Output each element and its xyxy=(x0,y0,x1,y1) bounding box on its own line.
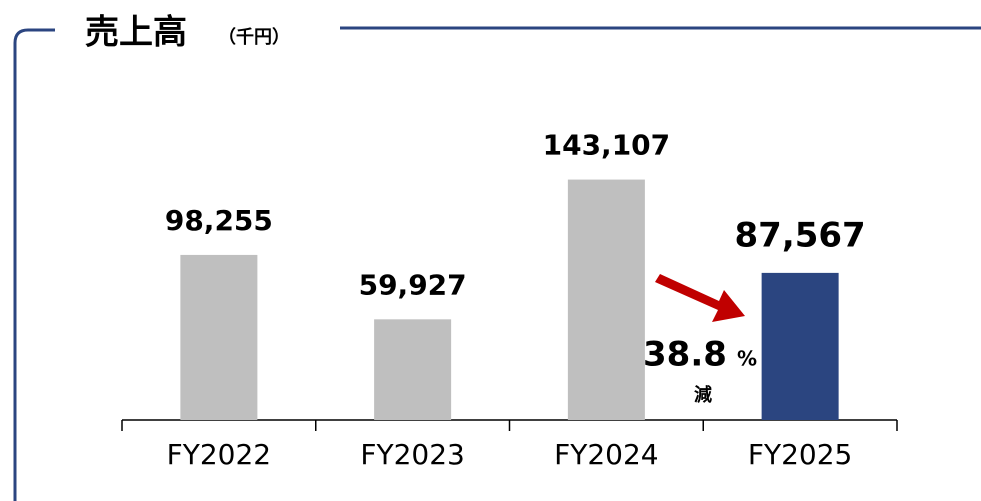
chart-subtitle: （千円） xyxy=(218,27,290,48)
value-label: 143,107 xyxy=(543,129,671,162)
annotation-change: 38.8 xyxy=(643,335,727,375)
value-label: 98,255 xyxy=(165,204,273,237)
frame-left xyxy=(13,28,55,501)
x-tick-label: FY2022 xyxy=(167,438,271,471)
bar xyxy=(761,272,839,420)
bar xyxy=(374,319,452,420)
value-label: 59,927 xyxy=(359,268,467,301)
annotation-text: 減 xyxy=(694,384,712,406)
arrow xyxy=(655,274,745,322)
x-tick-label: FY2023 xyxy=(360,438,464,471)
value-label: 87,567 xyxy=(735,215,866,255)
bar xyxy=(180,254,258,420)
chart-title: 売上高 xyxy=(85,13,187,53)
x-tick-label: FY2025 xyxy=(748,438,852,471)
bar xyxy=(567,179,645,420)
annotation-unit: % xyxy=(737,347,757,371)
x-tick-label: FY2024 xyxy=(554,438,658,471)
